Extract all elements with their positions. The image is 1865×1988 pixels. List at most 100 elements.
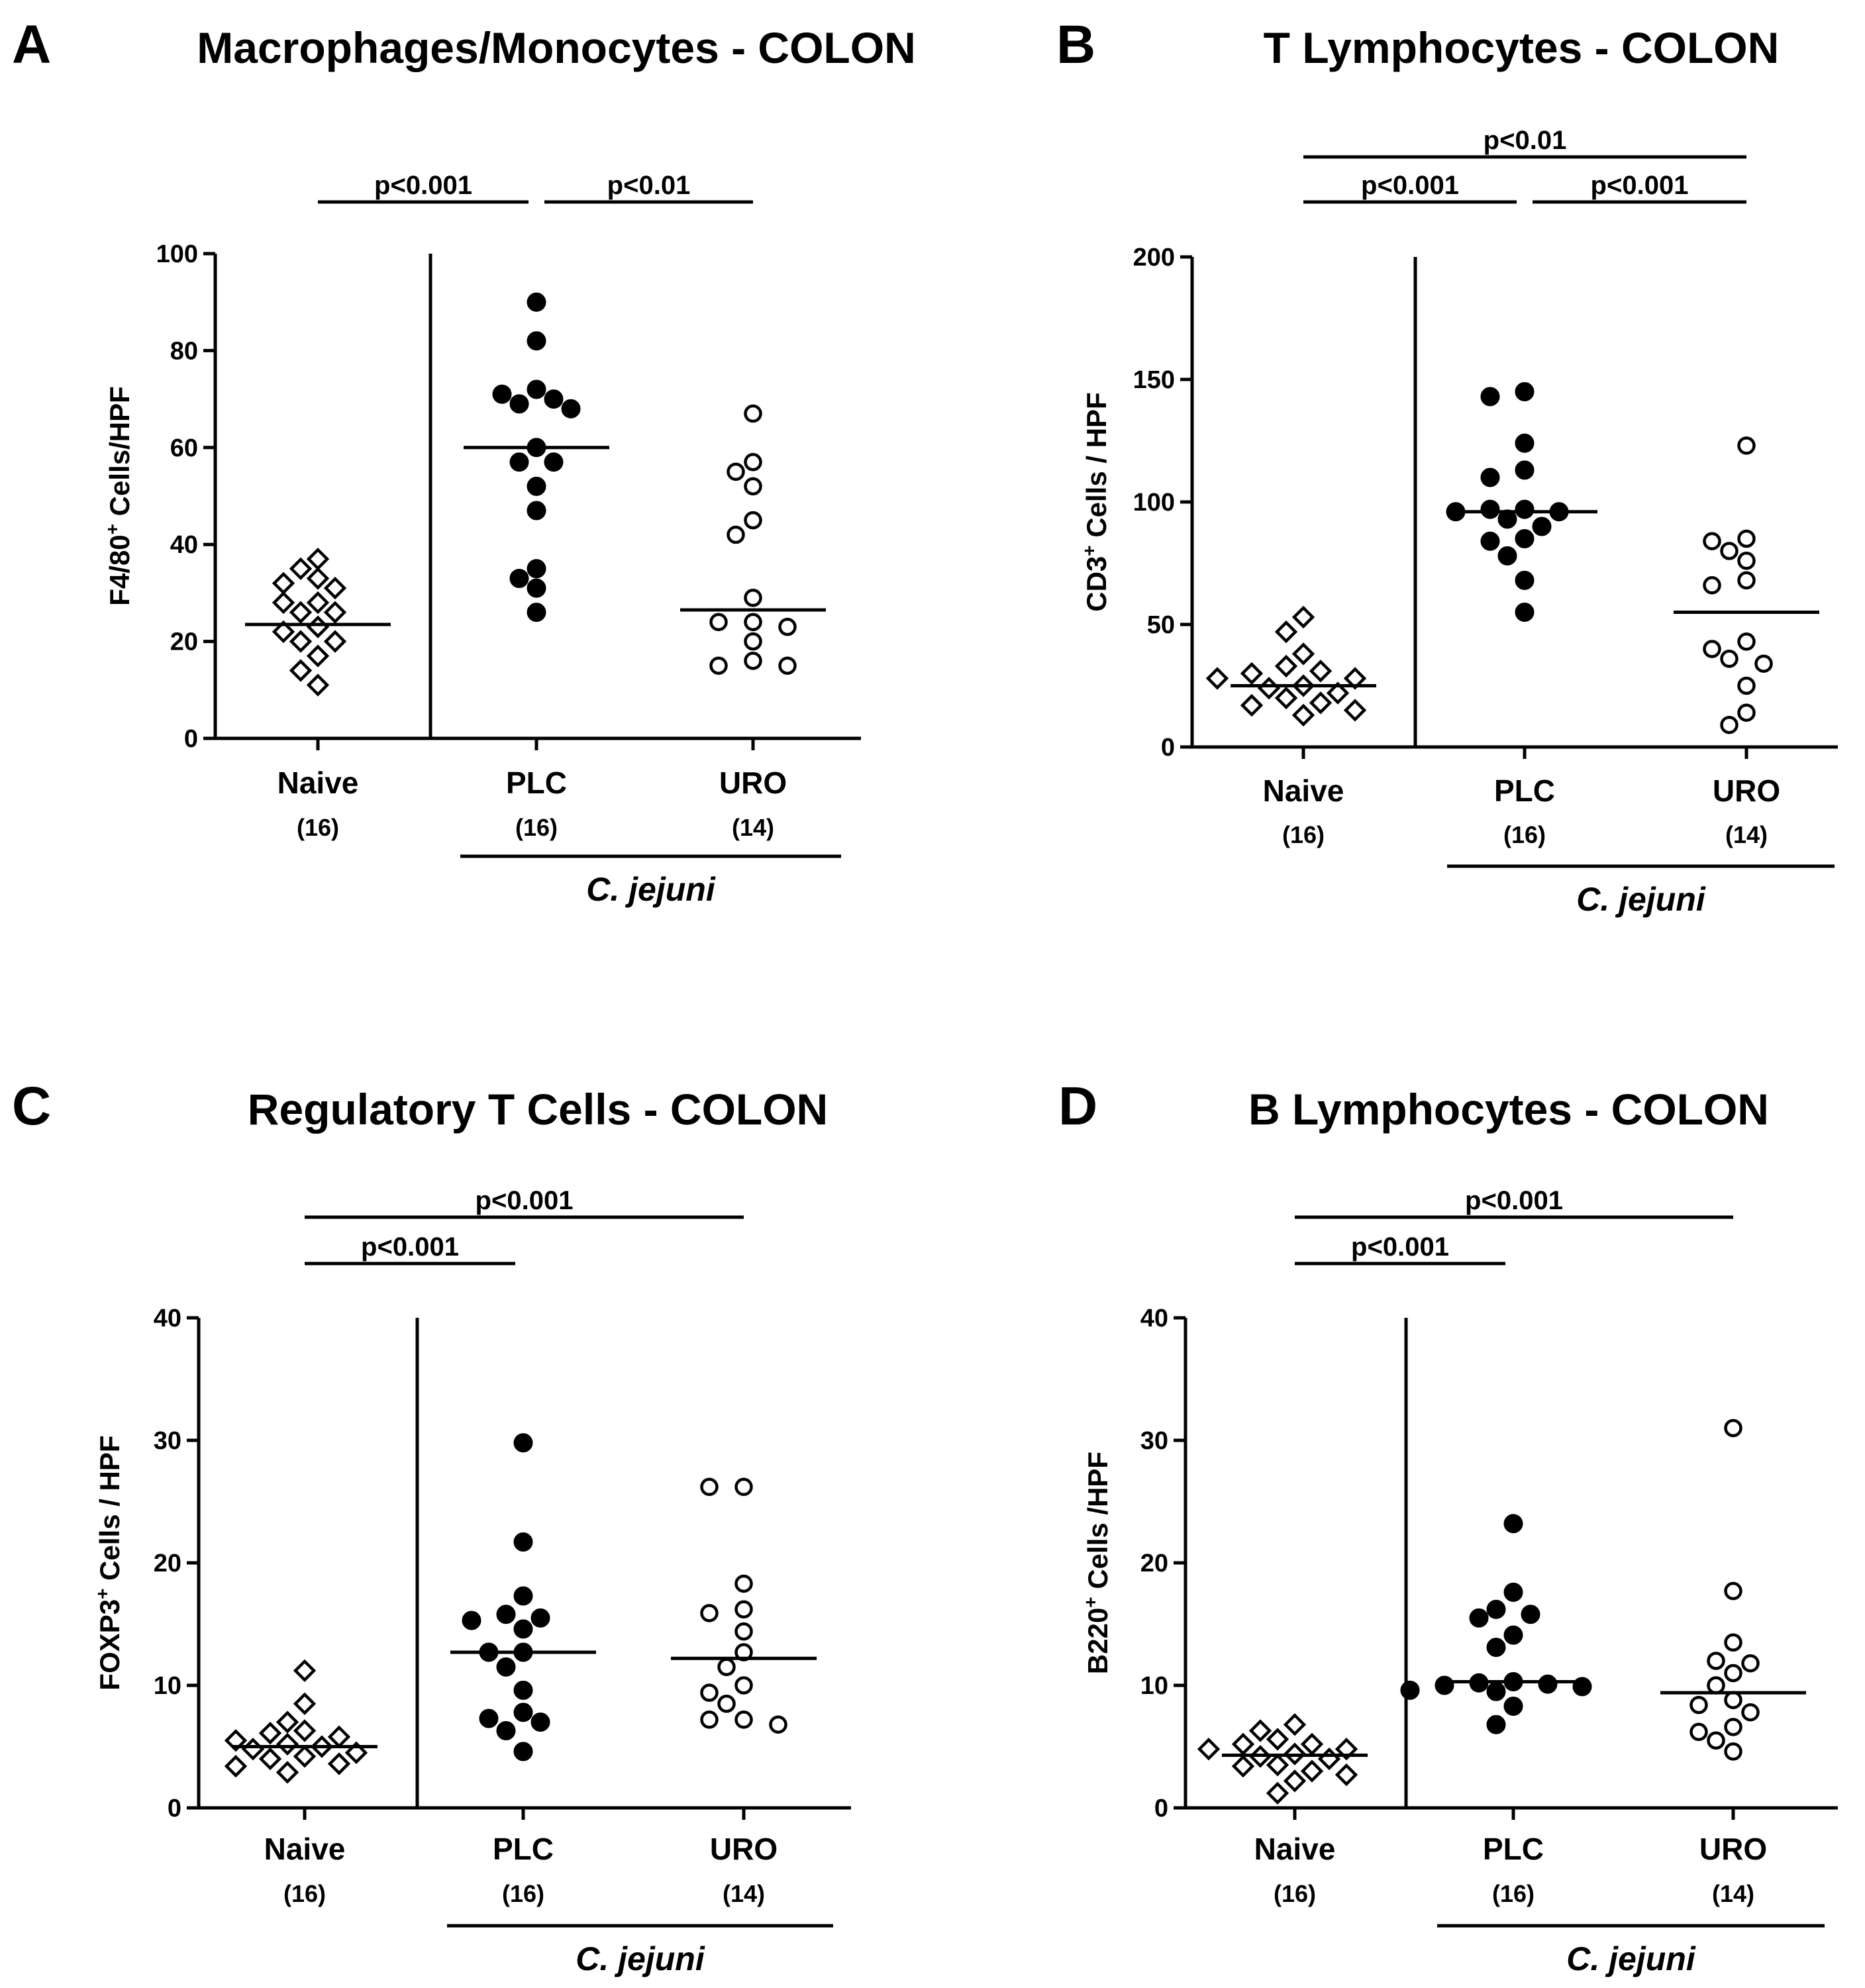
significance-label: p<0.001 xyxy=(361,1232,459,1262)
significance-label: p<0.001 xyxy=(1591,171,1689,200)
data-point-filled-circle xyxy=(1521,1605,1540,1624)
significance-label: p<0.01 xyxy=(607,171,691,200)
data-point-diamond xyxy=(276,1711,299,1734)
data-point-open-circle xyxy=(1703,640,1721,658)
data-point-open-circle xyxy=(1720,715,1739,734)
data-point-filled-circle xyxy=(1515,529,1535,548)
significance-label: p<0.001 xyxy=(1351,1232,1449,1262)
y-tick-label: 40 xyxy=(154,1305,181,1332)
data-point-open-circle xyxy=(717,1695,736,1713)
y-axis-label-rest: Cells /HPF xyxy=(1082,1452,1113,1597)
panel-a: A Macrophages/Monocytes - COLON 0 20 40 60 80 1… xyxy=(12,15,916,908)
data-point-diamond xyxy=(1266,1754,1289,1777)
data-point-filled-circle xyxy=(1435,1675,1454,1695)
y-tick-label: 40 xyxy=(1140,1305,1168,1332)
x-tick-label: URO xyxy=(1713,773,1780,808)
data-point-filled-circle xyxy=(544,389,564,409)
data-point-open-circle xyxy=(734,1477,753,1497)
data-point-diamond xyxy=(272,591,295,615)
data-point-diamond xyxy=(293,1692,317,1715)
y-axis-label: CD3+ Cells / HPF xyxy=(1079,392,1112,611)
data-point-open-circle xyxy=(1724,1633,1742,1652)
chart-title: T Lymphocytes - COLON xyxy=(1264,23,1780,72)
data-point-diamond xyxy=(1291,642,1315,666)
x-tick-label: URO xyxy=(710,1832,778,1866)
data-point-open-circle xyxy=(734,1574,753,1593)
data-point-diamond xyxy=(293,1659,317,1682)
data-point-filled-circle xyxy=(492,384,512,404)
y-tick-label: 30 xyxy=(1140,1427,1168,1455)
data-point-open-circle xyxy=(744,453,762,472)
sample-size-label: (14) xyxy=(1725,821,1768,848)
x-tick-label: PLC xyxy=(493,1832,554,1866)
data-point-open-circle xyxy=(709,656,728,675)
data-point-filled-circle xyxy=(1497,546,1517,566)
sample-size-label: (16) xyxy=(1503,821,1546,848)
sample-size-label: (16) xyxy=(283,1880,326,1907)
data-point-open-circle xyxy=(1737,436,1756,455)
data-point-diamond xyxy=(327,1752,351,1775)
data-point-open-circle xyxy=(778,617,797,636)
panel-d: D B Lymphocytes - COLON 0 10 20 30 40 B220+ Cel… xyxy=(1058,1076,1838,1977)
y-tick-label: 0 xyxy=(1154,1795,1168,1822)
data-point-diamond xyxy=(1231,1732,1255,1756)
data-point-filled-circle xyxy=(513,1433,533,1453)
data-point-diamond xyxy=(289,630,313,653)
data-point-filled-circle xyxy=(513,1680,533,1700)
data-point-filled-circle xyxy=(1503,1625,1523,1645)
y-tick-label: 100 xyxy=(156,240,198,268)
data-point-diamond xyxy=(293,1745,317,1768)
data-point-diamond xyxy=(1231,1754,1255,1778)
data-point-diamond xyxy=(1291,605,1315,629)
sample-size-label: (16) xyxy=(515,814,558,841)
data-point-filled-circle xyxy=(1515,382,1535,401)
data-point-open-circle xyxy=(700,1711,719,1729)
x-tick-label: URO xyxy=(1699,1832,1767,1866)
data-point-open-circle xyxy=(700,1604,719,1622)
series-naive xyxy=(1205,605,1376,727)
data-point-diamond xyxy=(1300,1760,1324,1783)
data-point-open-circle xyxy=(1720,542,1739,560)
data-point-filled-circle xyxy=(1515,499,1535,519)
y-axis-label-sup: + xyxy=(1080,1597,1101,1607)
data-point-open-circle xyxy=(1707,1652,1725,1670)
group-bracket-label: C. jejuni xyxy=(576,1940,705,1977)
chart-title: Macrophages/Monocytes - COLON xyxy=(197,23,916,72)
data-point-open-circle xyxy=(744,613,762,632)
panel-b: B T Lymphocytes - COLON 0 50 100 150 200 CD3+ C… xyxy=(1056,15,1838,918)
data-point-diamond xyxy=(1309,691,1333,715)
y-tick-label: 60 xyxy=(170,434,198,462)
series-naive xyxy=(245,547,391,697)
y-tick-label: 0 xyxy=(1161,734,1175,762)
data-point-open-circle xyxy=(1707,1676,1725,1695)
data-point-open-circle xyxy=(744,404,762,423)
y-axis-label-sup: + xyxy=(1079,545,1099,556)
y-axis-label-main: F4/80 xyxy=(104,534,135,605)
data-point-filled-circle xyxy=(462,1611,481,1630)
data-point-open-circle xyxy=(1720,650,1739,668)
y-tick-label: 200 xyxy=(1133,244,1175,272)
data-point-diamond xyxy=(1326,681,1350,705)
panel-c: C Regulatory T Cells - COLON 0 10 20 30 40 FOXP… xyxy=(12,1076,851,1977)
data-point-diamond xyxy=(1274,654,1298,678)
sample-size-label: (16) xyxy=(1492,1880,1535,1907)
data-point-filled-circle xyxy=(527,476,546,496)
data-point-open-circle xyxy=(1724,1742,1742,1761)
data-point-open-circle xyxy=(1703,576,1721,595)
data-point-open-circle xyxy=(1703,532,1721,550)
data-point-open-circle xyxy=(778,656,797,675)
sample-size-label: (14) xyxy=(723,1880,765,1907)
x-tick-label: Naive xyxy=(264,1832,346,1866)
sample-size-label: (14) xyxy=(1712,1880,1754,1907)
data-point-diamond xyxy=(258,1721,282,1745)
data-point-filled-circle xyxy=(1532,517,1552,536)
y-tick-label: 0 xyxy=(168,1795,181,1822)
data-point-diamond xyxy=(289,557,313,580)
data-point-open-circle xyxy=(744,652,762,670)
sample-size-label: (16) xyxy=(502,1880,544,1907)
data-point-filled-circle xyxy=(1486,1715,1506,1734)
data-point-diamond xyxy=(293,1719,317,1742)
sample-size-label: (14) xyxy=(732,814,774,841)
data-point-filled-circle xyxy=(496,1657,516,1677)
